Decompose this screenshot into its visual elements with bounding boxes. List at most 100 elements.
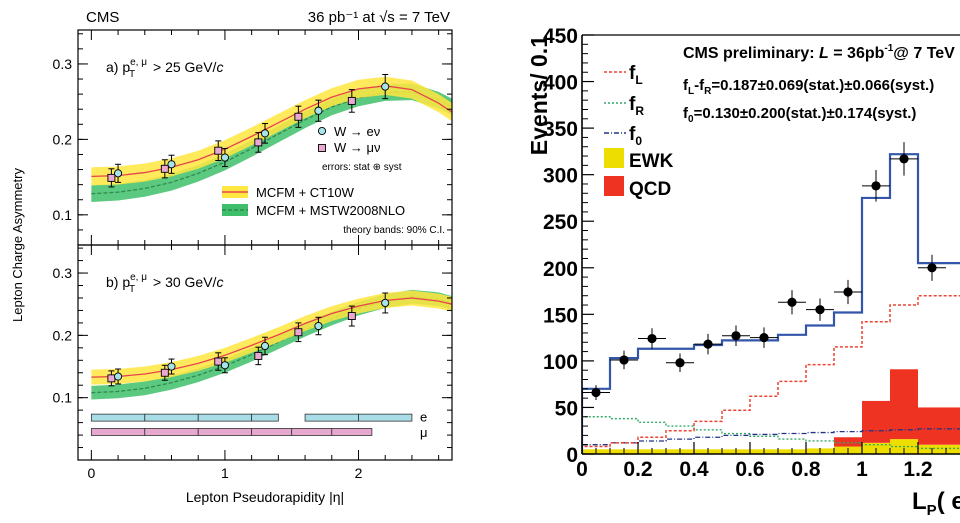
legend-qcd-label: QCD: [629, 179, 671, 200]
electron-point: [220, 361, 229, 370]
panel-plot-area: [91, 74, 452, 202]
legend-muon-label: W → μν: [334, 140, 380, 155]
header-right: 36 pb⁻¹ at √s = 7 TeV: [308, 9, 450, 26]
ewk-bar: [946, 444, 960, 454]
ct10-line: [91, 297, 452, 378]
x-axis-title: LP( e-): [912, 487, 960, 518]
muon-point: [107, 374, 116, 383]
data-point: [703, 339, 713, 349]
legend-qcd-swatch: [604, 176, 624, 196]
data-point: [899, 154, 909, 164]
y-tick-label: 100: [543, 351, 578, 374]
data-point: [787, 297, 797, 307]
legend-fL-name: f: [629, 63, 636, 84]
x-tick-label: 2: [355, 465, 363, 481]
data-point: [759, 333, 769, 343]
y-tick-label: 0.3: [53, 265, 73, 281]
y-tick-label: 350: [543, 118, 578, 141]
panel-label-sup: e, μ: [130, 272, 147, 283]
muon-point: [347, 96, 356, 105]
annotation-line-2-sub2: R: [704, 86, 712, 97]
y-tick-label: 50: [555, 397, 578, 420]
ct10-line: [91, 85, 452, 178]
electron-point: [260, 129, 270, 138]
muon-point: [107, 173, 116, 182]
qcd-bar: [862, 400, 890, 443]
muon-coverage-bin: [251, 428, 293, 436]
annotation-line-1-L: L: [819, 45, 829, 62]
legend-f0-label: f0: [629, 124, 642, 148]
legend-electron-marker: [317, 126, 327, 136]
panel-label-sup: e, μ: [130, 57, 147, 68]
data-point: [871, 181, 881, 191]
panel-label-c: c: [216, 59, 223, 75]
y-tick-label: 250: [543, 211, 578, 234]
legend-f0-name: f: [629, 124, 636, 145]
y-tick-label: 0.3: [53, 56, 73, 72]
legend-fL-sub: L: [635, 73, 642, 87]
panel-label-c: c: [216, 274, 223, 290]
data-point: [619, 355, 629, 365]
x-tick-label: 0.6: [735, 458, 764, 481]
electron-point: [114, 169, 123, 178]
muon-point: [294, 112, 303, 121]
annotation-line-3: f0=0.130±0.200(stat.)±0.174(syst.): [683, 105, 916, 125]
electron-coverage-bin: [358, 413, 413, 422]
y-tick-label: 0.2: [53, 327, 73, 343]
legend-ewk-name: EWK: [629, 151, 674, 172]
x-tick-label: 0.8: [791, 458, 821, 481]
annotation-line-1-post: = 36pb: [829, 45, 885, 62]
electron-coverage-bin: [144, 413, 199, 422]
panel-label-rest: > 25 GeV/: [149, 59, 216, 75]
annotation-line-1-pre: CMS preliminary:: [683, 45, 819, 62]
ct10-band: [91, 76, 452, 186]
muon-point: [214, 357, 223, 366]
y-tick-label: 0: [566, 444, 578, 467]
electron-point: [314, 106, 323, 115]
y-tick-label: 0.1: [53, 390, 73, 406]
electron-point: [260, 341, 270, 351]
electron-coverage-bin: [251, 413, 279, 422]
data-point: [927, 263, 937, 273]
annotation-line-2-sub1: L: [688, 86, 694, 97]
y-tick-label: 450: [543, 25, 578, 48]
header-left: CMS: [86, 9, 119, 26]
electron-coverage-bin: [304, 413, 359, 422]
qcd-bar: [834, 437, 862, 447]
x-tick-label: 1: [221, 465, 229, 481]
legend-ewk-swatch: [604, 148, 624, 168]
legend-fR-name: f: [629, 94, 636, 115]
data-point: [675, 358, 685, 368]
x-tick-label: 0.2: [623, 458, 652, 481]
muon-coverage-bin: [144, 428, 199, 436]
y-tick-label: 300: [543, 165, 578, 188]
x-tick-label: 1.2: [903, 458, 932, 481]
muon-point: [214, 146, 223, 155]
y-tick-label: 0.2: [53, 131, 73, 147]
muon-point: [347, 312, 356, 320]
legend-f0-sub: 0: [635, 134, 642, 148]
legend-ewk-label: EWK: [629, 151, 674, 172]
fR-histogram: [582, 416, 960, 454]
charge-asymmetry-figure: CMS 36 pb⁻¹ at √s = 7 TeV 0.1 0.2 0.3 a) pe, …: [0, 0, 480, 518]
qcd-bar: [890, 369, 918, 440]
panel-label-rest: > 30 GeV/: [149, 274, 216, 290]
muon-coverage-bin: [90, 428, 146, 436]
muon-coverage-bin: [331, 428, 373, 436]
panel-label-text: a) p: [106, 59, 130, 75]
electron-point: [314, 321, 323, 331]
panel-label-sub: T: [129, 69, 135, 80]
electron-coverage-bin: [197, 413, 253, 422]
qcd-bar: [946, 407, 960, 445]
y-axis-title: Lepton Charge Asymmetry: [10, 168, 25, 322]
f0-histogram: [582, 428, 960, 454]
annotation-line-2-post: =0.187±0.069(stat.)±0.066(syst.): [711, 77, 934, 94]
muon-point: [254, 351, 263, 360]
panel-frame: [77, 244, 453, 461]
electron-point: [381, 82, 390, 91]
y-tick-label: 0.1: [53, 207, 73, 223]
legend-electron-label: W → eν: [334, 124, 380, 139]
helicity-fit-figure: 0 50 100 150 200 250 300 350 400 450 0 0.2 0.4 0.6 0.8…: [480, 0, 960, 519]
